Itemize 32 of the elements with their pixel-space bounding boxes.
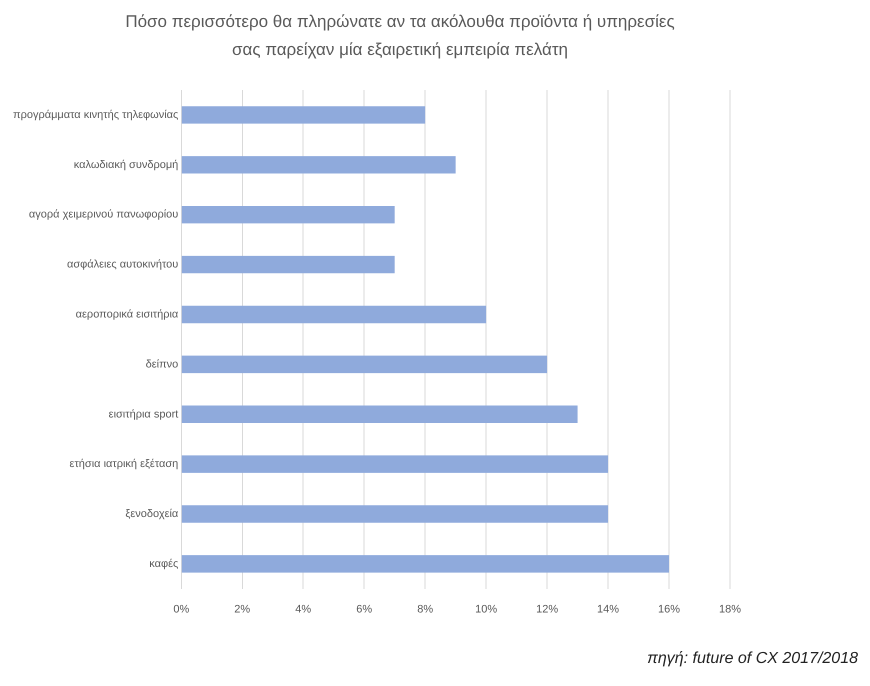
x-tick-label: 6%	[356, 603, 372, 616]
bar	[182, 555, 670, 573]
bar	[182, 206, 395, 224]
x-tick-label: 14%	[597, 603, 620, 616]
text: πηγή: future of CX 2017/2018	[647, 650, 858, 668]
x-tick-label: 0%	[173, 603, 190, 616]
chart-title: Πόσο περισσότερο θα πληρώνατε αν τα ακόλουθα προϊόντα ή υπηρεσίες σας παρείχαν μία εξαιρετική εμπειρία πελάτη	[124, 11, 676, 61]
x-tick-label: 16%	[658, 603, 680, 616]
bar	[182, 455, 608, 473]
y-tick-label: καφές	[149, 558, 178, 570]
y-tick-label: δείπνο	[146, 358, 178, 370]
x-tick-label: 2%	[234, 603, 250, 616]
x-tick-label: 18%	[718, 603, 742, 616]
y-tick-label: ετήσια ιατρική εξέταση	[70, 458, 178, 470]
bar	[182, 256, 395, 274]
x-tick-label: 8%	[417, 603, 434, 616]
y-tick-label: καλωδιακή συνδρομή	[74, 158, 178, 171]
y-tick-label: ξενοδοχεία	[125, 508, 179, 520]
x-tick-label: 10%	[475, 603, 498, 616]
y-tick-label: αεροπορικά εισιτήρια	[76, 308, 179, 320]
bar	[182, 106, 426, 124]
y-tick-label: ασφάλειες αυτοκινήτου	[66, 258, 178, 271]
bar	[182, 505, 608, 523]
x-tick-label: 4%	[295, 603, 312, 616]
bar	[182, 356, 548, 374]
bar	[182, 306, 486, 324]
y-tick-label: εισιτήρια sport	[108, 408, 178, 420]
x-tick-label: 12%	[536, 603, 558, 616]
y-tick-label: αγορά χειμερινού πανωφορίου	[28, 208, 178, 221]
y-tick-label: προγράμματα κινητής τηλεφωνίας	[13, 108, 178, 121]
bar	[182, 405, 578, 423]
bar	[182, 156, 456, 174]
